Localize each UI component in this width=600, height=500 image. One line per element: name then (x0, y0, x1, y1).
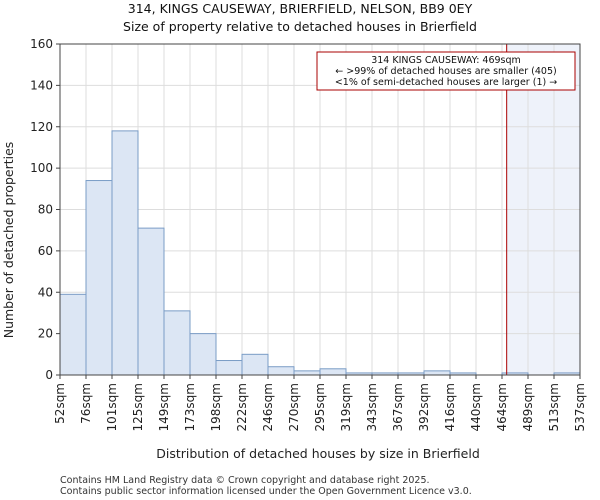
bar-10 (319, 368, 347, 376)
x-tick-label-4: 149sqm (157, 383, 171, 431)
x-tick-label-1: 76sqm (79, 383, 93, 424)
x-tick-label-3: 125sqm (131, 383, 145, 431)
footer-line2: Contains public sector information licen… (60, 486, 472, 497)
y-tick-label-1: 20 (38, 327, 53, 341)
x-axis-label: Distribution of detached houses by size … (156, 446, 480, 461)
x-tick-label-5: 173sqm (183, 383, 197, 431)
x-tick-label-0: 52sqm (53, 383, 67, 424)
x-tick-label-18: 489sqm (521, 383, 535, 431)
annotation-line3: <1% of semi-detached houses are larger (… (335, 77, 557, 88)
y-tick-label-4: 80 (38, 203, 53, 217)
x-tick-label-14: 392sqm (417, 383, 431, 431)
x-tick-label-15: 416sqm (443, 383, 457, 431)
y-tick-label-7: 140 (30, 78, 53, 92)
y-tick-label-3: 60 (38, 244, 53, 258)
x-tick-label-12: 343sqm (365, 383, 379, 431)
bar-14 (423, 370, 451, 376)
bar-9 (293, 370, 321, 376)
x-tick-label-6: 198sqm (209, 383, 223, 431)
y-tick-label-6: 120 (30, 120, 53, 134)
x-tick-label-7: 222sqm (235, 383, 249, 431)
annotation-frame (316, 51, 576, 91)
x-tick-label-8: 246sqm (261, 383, 275, 431)
x-tick-label-17: 464sqm (495, 383, 509, 431)
annotation-box: 314 KINGS CAUSEWAY: 469sqm ← >99% of det… (316, 51, 576, 91)
y-tick-label-5: 100 (30, 161, 53, 175)
bar-0 (59, 293, 87, 376)
bar-4 (163, 310, 191, 376)
chart-title-line2: Size of property relative to detached ho… (123, 19, 477, 34)
x-tick-label-11: 319sqm (339, 383, 353, 431)
chart-title-line1: 314, KINGS CAUSEWAY, BRIERFIELD, NELSON,… (128, 1, 473, 16)
annotation-line1: 314 KINGS CAUSEWAY: 469sqm (371, 55, 521, 66)
plot-area: 0 20 40 60 80 100 120 140 160 52sqm 76sqm 101sqm 125… (30, 37, 587, 431)
bar-8 (267, 366, 295, 376)
bar-7 (241, 353, 269, 376)
bar-6 (215, 360, 243, 376)
x-tick-label-9: 270sqm (287, 383, 301, 431)
y-tick-label-8: 160 (30, 37, 53, 51)
x-tick-label-19: 513sqm (547, 383, 561, 431)
x-tick-label-20: 537sqm (573, 383, 587, 431)
bar-1 (85, 180, 113, 376)
footer-line1: Contains HM Land Registry data © Crown c… (60, 475, 430, 486)
bar-2 (111, 130, 139, 376)
y-tick-label-2: 40 (38, 285, 53, 299)
x-tick-label-2: 101sqm (105, 383, 119, 431)
y-axis-label: Number of detached properties (1, 142, 16, 339)
x-tick-label-16: 440sqm (469, 383, 483, 431)
y-tick-label-0: 0 (45, 368, 53, 382)
annotation-line2: ← >99% of detached houses are smaller (4… (335, 66, 556, 77)
x-tick-label-10: 295sqm (313, 383, 327, 431)
x-tick-label-13: 367sqm (391, 383, 405, 431)
bar-3 (137, 227, 165, 376)
bar-5 (189, 333, 217, 376)
